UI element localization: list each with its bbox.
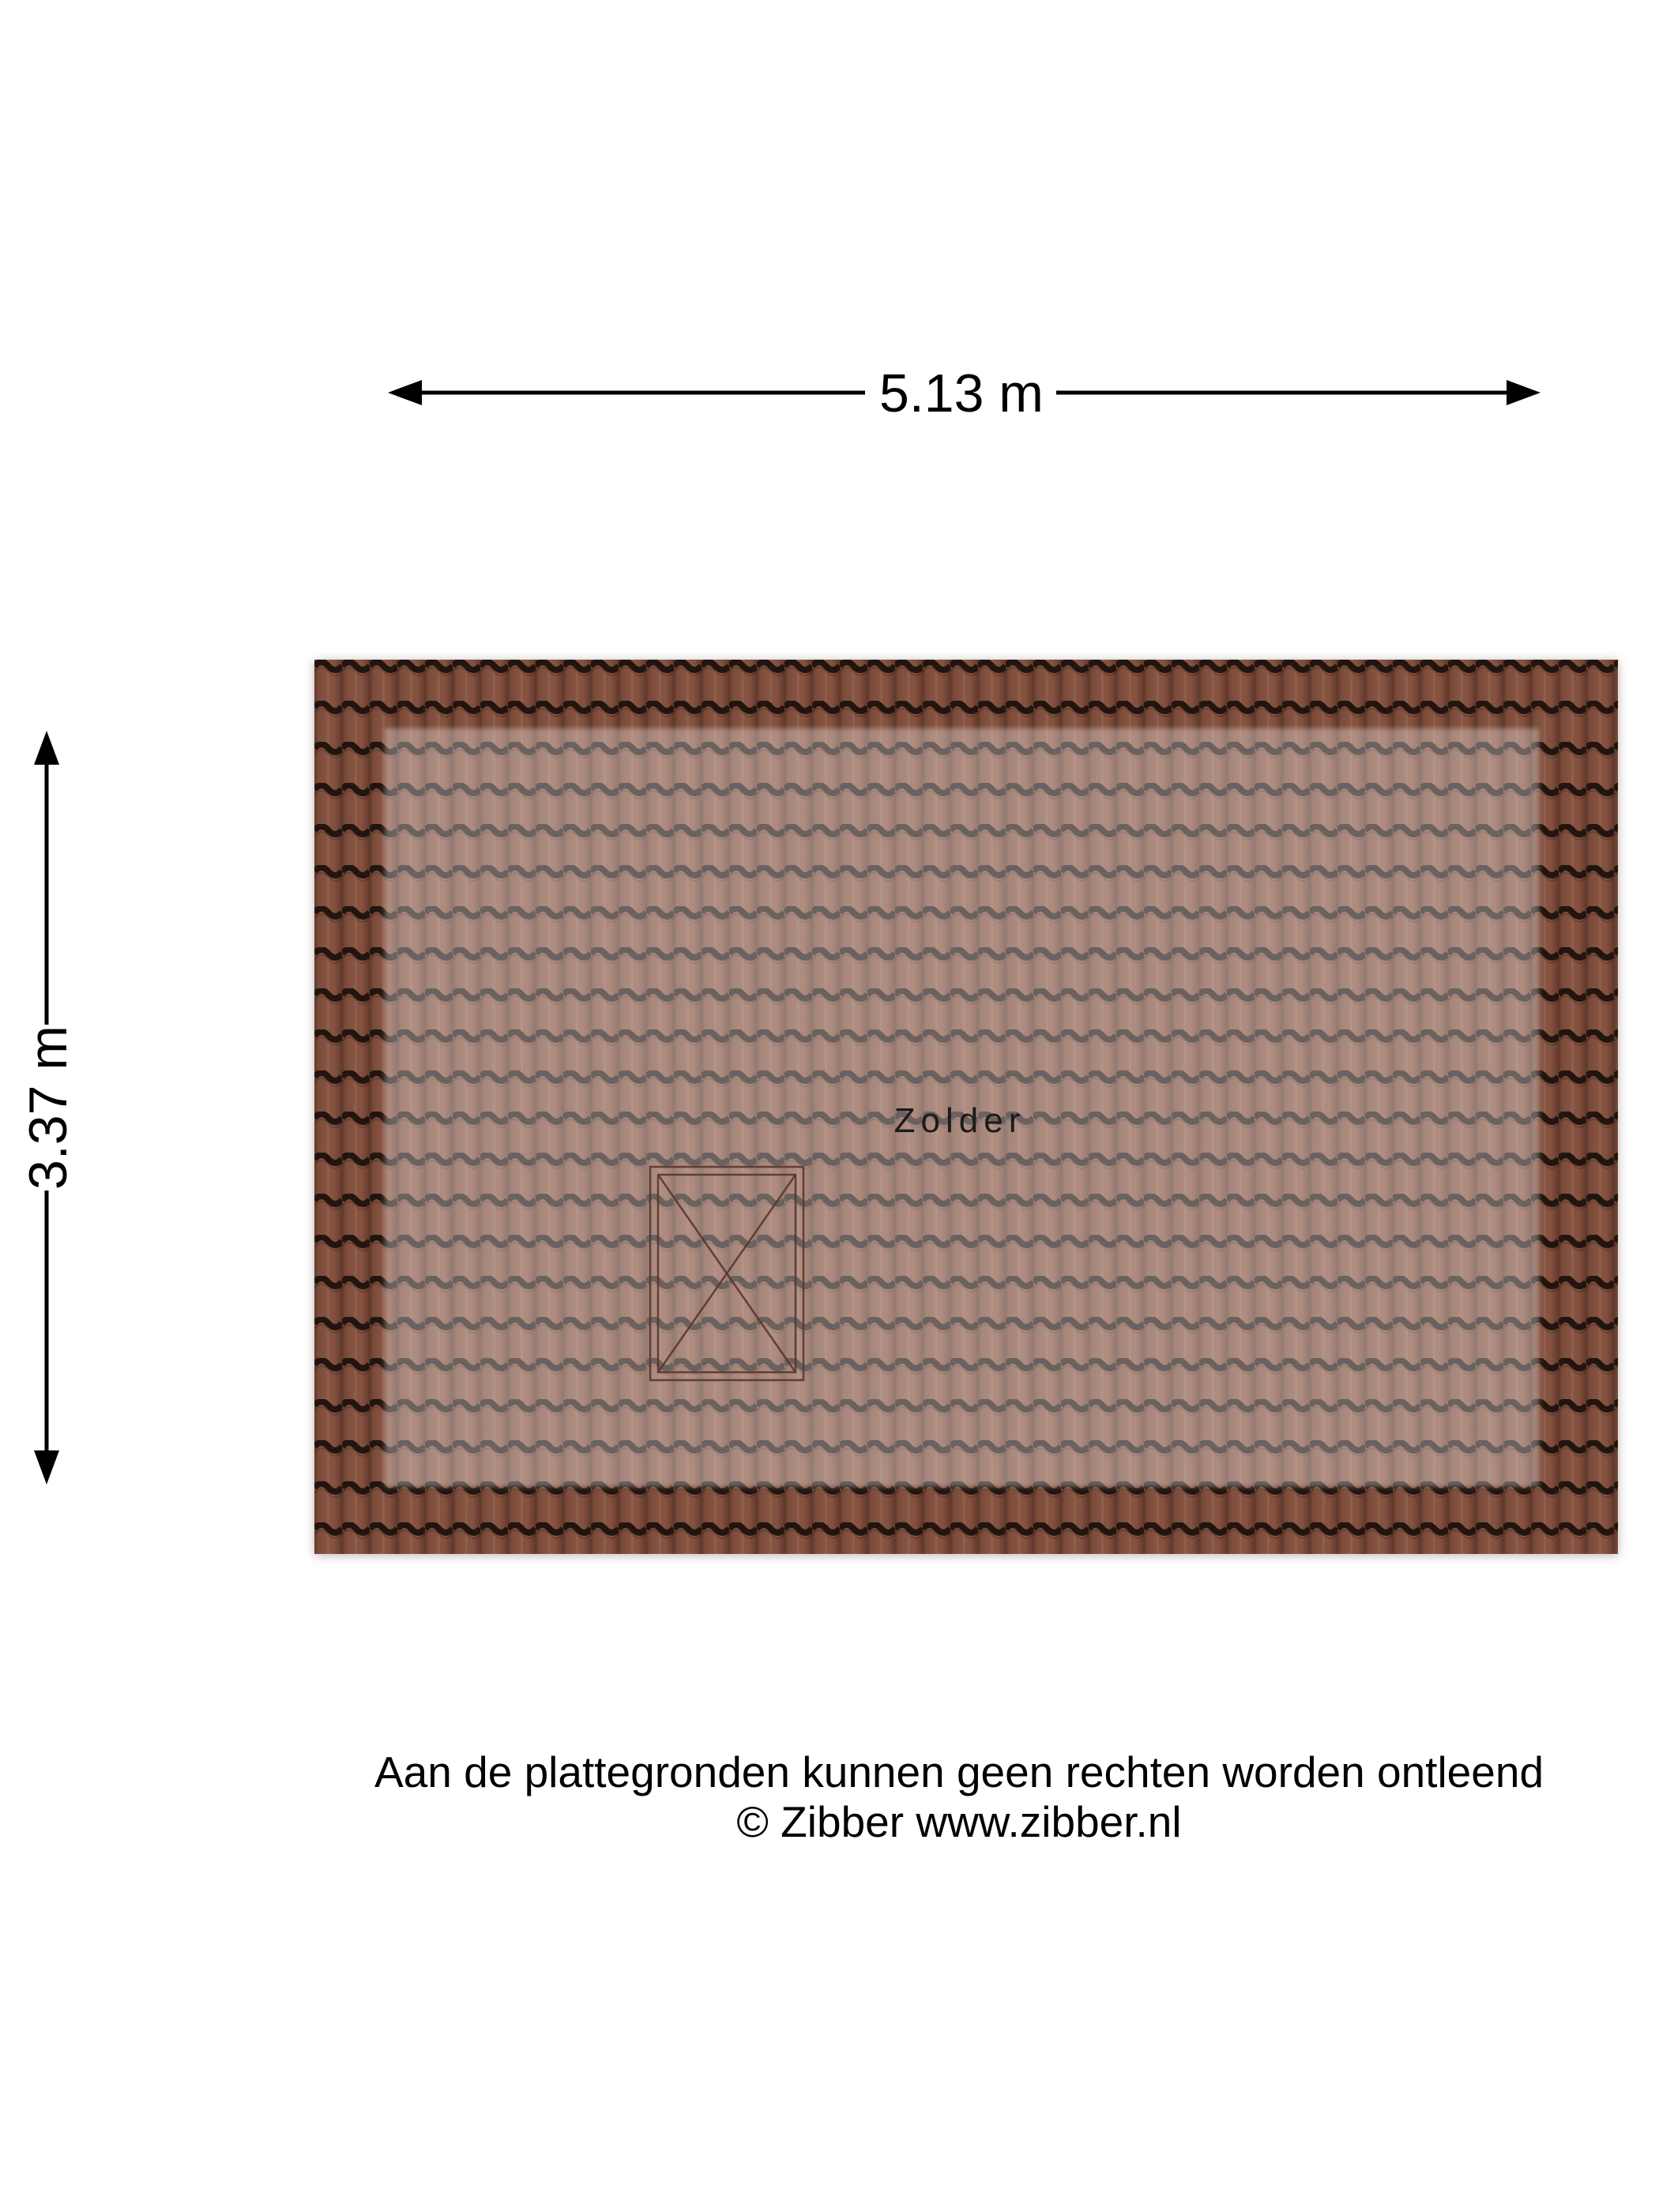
height-dimension-label: 3.37 m — [18, 1025, 78, 1190]
roof-window-outer-frame — [649, 1165, 805, 1382]
disclaimer-text: Aan de plattegronden kunnen geen rechten… — [374, 1747, 1544, 1796]
copyright-text: © Zibber www.zibber.nl — [736, 1797, 1182, 1846]
height-dimension-arrow: 3.37 m — [18, 731, 78, 1484]
width-dimension-arrow: 5.13 m — [388, 363, 1540, 423]
roof-window-cross-line-2 — [656, 1174, 797, 1373]
arrow-right-head-icon — [1507, 380, 1540, 405]
width-dimension-label: 5.13 m — [879, 363, 1044, 423]
roof-window — [649, 1165, 805, 1382]
attic-roof-plan: Zolder — [314, 660, 1618, 1554]
arrow-down-head-icon — [34, 1450, 59, 1484]
roof-window-inner-frame — [656, 1173, 797, 1374]
arrow-up-head-icon — [34, 731, 59, 765]
attic-interior-area — [385, 728, 1539, 1487]
room-label: Zolder — [894, 1101, 1026, 1140]
footer: Aan de plattegronden kunnen geen rechten… — [261, 1747, 1657, 1847]
arrow-left-head-icon — [388, 380, 422, 405]
